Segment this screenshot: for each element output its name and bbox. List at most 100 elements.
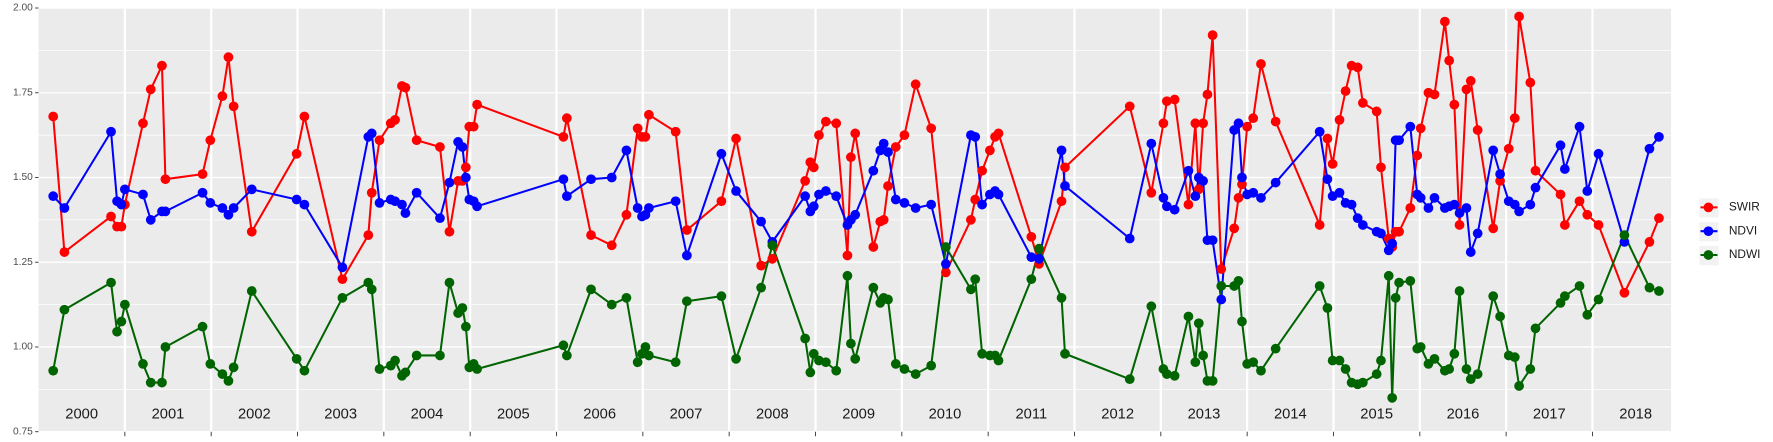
data-point [890, 142, 901, 152]
data-point [731, 353, 741, 364]
data-point [1169, 94, 1180, 105]
data-point [1423, 203, 1434, 213]
data-point [926, 360, 937, 371]
data-point [1593, 148, 1604, 159]
data-point [1193, 318, 1204, 329]
data-point [1530, 323, 1541, 334]
data-point [1429, 353, 1440, 364]
data-point [1555, 189, 1566, 200]
data-point [228, 101, 239, 112]
data-point [1183, 165, 1194, 176]
data-point [1383, 270, 1394, 281]
data-point [1158, 118, 1169, 129]
data-point [606, 172, 617, 183]
data-point [1237, 316, 1247, 327]
data-point [831, 191, 842, 202]
data-point [681, 296, 692, 307]
y-tick-label: 0.75 [13, 426, 33, 437]
data-point [160, 206, 171, 217]
data-point [926, 199, 937, 210]
data-point [374, 135, 385, 146]
data-point [561, 191, 572, 202]
data-point [1357, 98, 1368, 108]
data-point [910, 369, 921, 379]
data-point [1525, 77, 1536, 88]
data-point [890, 359, 901, 369]
data-point [1256, 59, 1266, 69]
data-point [1472, 228, 1483, 239]
data-point [435, 142, 445, 152]
data-point [1429, 192, 1440, 203]
year-label: 2003 [324, 407, 357, 423]
data-point [1525, 364, 1536, 374]
data-point [223, 376, 234, 386]
data-point [106, 126, 116, 137]
data-point [1405, 203, 1416, 213]
data-point [400, 82, 411, 93]
data-point [1488, 291, 1499, 302]
data-point [366, 187, 377, 198]
data-point [899, 198, 910, 208]
year-label: 2007 [670, 407, 703, 423]
y-tick-label: 1.25 [13, 257, 33, 268]
data-point [850, 353, 861, 364]
data-point [800, 333, 811, 344]
legend-label: SWIR [1729, 200, 1760, 214]
data-point [472, 99, 482, 110]
data-point [197, 169, 208, 179]
data-point [390, 355, 400, 366]
legend-label: NDVI [1729, 223, 1757, 237]
data-point [1514, 381, 1524, 391]
data-point [116, 199, 127, 210]
data-point [106, 211, 116, 222]
data-point [1034, 253, 1044, 264]
data-point [1509, 352, 1520, 363]
data-point [337, 274, 348, 285]
data-point [1198, 118, 1208, 129]
data-point [411, 187, 422, 198]
data-point [160, 174, 171, 185]
data-point [1198, 176, 1208, 186]
data-point [145, 84, 156, 95]
data-point [1169, 370, 1180, 381]
data-point [1242, 121, 1253, 132]
data-point [1190, 118, 1201, 129]
data-point [48, 191, 59, 202]
data-point [970, 274, 981, 285]
data-point [632, 357, 643, 368]
data-point [1322, 303, 1333, 313]
data-point [1465, 76, 1476, 86]
year-label: 2010 [929, 407, 962, 423]
data-point [1237, 179, 1247, 190]
data-point [1444, 364, 1455, 374]
data-point [756, 282, 766, 293]
data-point [1322, 133, 1333, 144]
data-point [716, 291, 727, 302]
data-point [217, 369, 228, 379]
data-point [1454, 208, 1465, 218]
data-point [831, 118, 842, 129]
data-point [138, 189, 148, 200]
data-point [1161, 369, 1172, 379]
year-label: 2018 [1619, 407, 1652, 423]
data-point [472, 364, 482, 374]
data-point [460, 321, 471, 332]
data-point [119, 184, 130, 195]
data-point [160, 342, 171, 352]
data-point [138, 359, 148, 369]
data-point [1582, 309, 1593, 320]
data-point [1034, 243, 1044, 254]
data-point [1248, 113, 1259, 124]
year-label: 2009 [842, 407, 875, 423]
data-point [977, 165, 987, 176]
data-point [644, 350, 654, 361]
data-point [1340, 86, 1351, 96]
data-point [1314, 220, 1325, 230]
data-point [400, 367, 411, 378]
data-point [444, 277, 455, 288]
data-point [59, 304, 70, 315]
data-point [621, 292, 632, 303]
data-point [457, 303, 468, 313]
data-point [1439, 16, 1450, 27]
data-point [670, 357, 681, 368]
